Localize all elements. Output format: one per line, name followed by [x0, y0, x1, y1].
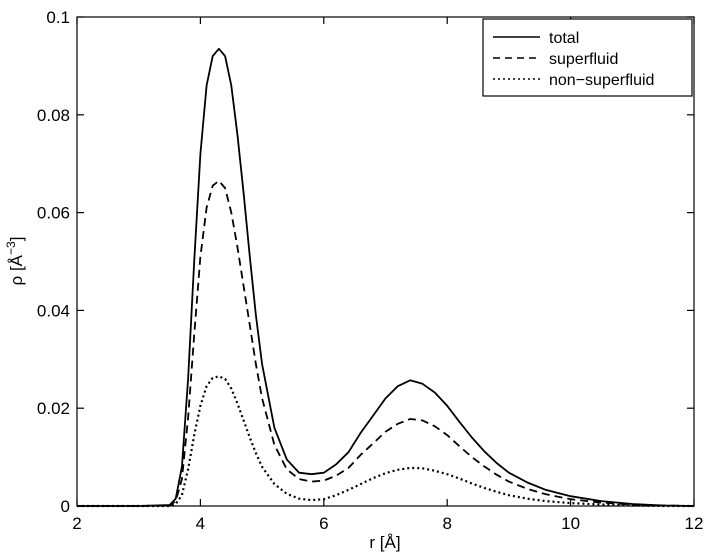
plot-frame	[76, 16, 695, 507]
y-tick-label: 0.08	[37, 106, 70, 125]
x-tick-label: 8	[442, 514, 451, 533]
y-tick-label: 0.06	[37, 204, 70, 223]
y-tick-label: 0.02	[37, 399, 70, 418]
legend-label-non-superfluid: non−superfluid	[549, 72, 654, 89]
x-tick-label: 12	[685, 514, 704, 533]
series-line-non-superfluid	[77, 375, 694, 508]
series-line-total	[77, 47, 695, 507]
series-line-superfluid	[77, 179, 695, 507]
x-tick-label: 4	[196, 514, 205, 533]
x-tick-label: 10	[561, 514, 580, 533]
y-axis-label-main: ρ [Å	[7, 254, 26, 285]
legend-label-superfluid: superfluid	[549, 51, 618, 68]
legend-label-total: total	[549, 30, 579, 47]
x-tick-label: 6	[319, 514, 328, 533]
tick-layer: 2 4 6 8 10 12 0 0.02 0.04 0.06 0.08 0.1	[37, 8, 704, 533]
legend: total superfluid non−superfluid	[482, 18, 693, 97]
y-tick-label: 0	[61, 497, 70, 516]
y-tick-label: 0.1	[46, 8, 70, 27]
y-axis-label: ρ [Å−3]	[4, 237, 26, 286]
x-tick-label: 2	[72, 514, 81, 533]
plot-layer	[77, 47, 695, 508]
y-axis-label-close: ]	[7, 237, 26, 242]
y-axis-label-sup: −3	[4, 241, 18, 255]
y-tick-label: 0.04	[37, 301, 70, 320]
x-axis-label: r [Å]	[369, 533, 400, 552]
